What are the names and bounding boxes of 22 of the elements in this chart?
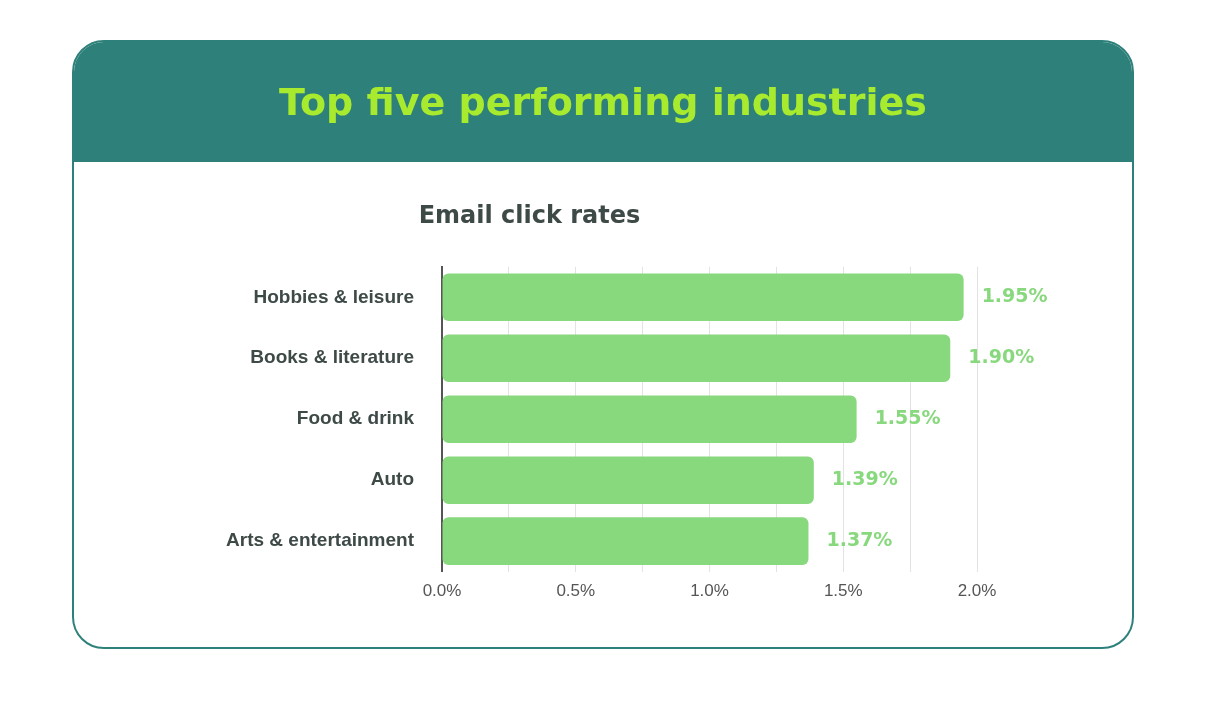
bar — [442, 334, 951, 383]
y-tick-label: Books & literature — [250, 346, 414, 368]
y-tick-label: Arts & entertainment — [226, 529, 415, 551]
data-label: 1.95% — [981, 284, 1048, 307]
x-tick-label: 2.0% — [957, 581, 997, 601]
data-label: 1.55% — [874, 406, 941, 429]
data-label: 1.39% — [831, 467, 898, 490]
bar — [442, 517, 809, 565]
x-tick-label: 1.5% — [823, 581, 863, 601]
x-tick-label: 0.5% — [556, 581, 596, 601]
chart-title: Top five performing industries — [279, 80, 927, 124]
y-tick-label: Hobbies & leisure — [253, 285, 414, 307]
y-tick-label: Food & drink — [296, 407, 415, 429]
bar — [442, 456, 814, 504]
chart-subtitle: Email click rates — [418, 200, 641, 229]
data-label: 1.90% — [968, 345, 1035, 368]
x-tick-label: 0.0% — [422, 581, 462, 601]
data-label: 1.37% — [826, 528, 893, 551]
bar — [442, 395, 857, 443]
y-tick-label: Auto — [370, 468, 414, 490]
bar — [442, 273, 964, 322]
x-tick-label: 1.0% — [690, 581, 729, 601]
